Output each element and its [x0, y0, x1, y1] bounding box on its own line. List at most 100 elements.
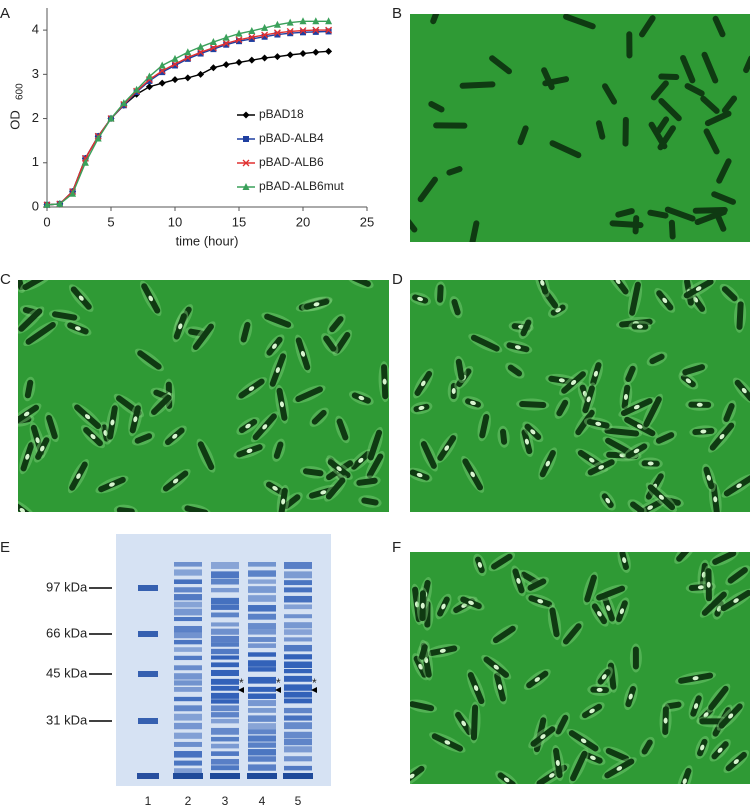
point [94, 134, 102, 142]
spore [281, 498, 286, 505]
spore [658, 494, 664, 500]
protein-band [211, 628, 239, 635]
protein-band [283, 773, 313, 779]
cell [325, 477, 346, 500]
cell [657, 125, 676, 151]
cell [302, 468, 324, 477]
protein-band [248, 643, 276, 648]
cell [424, 600, 431, 628]
cell [479, 413, 490, 439]
lane-label: 5 [295, 794, 302, 808]
panel-label: D [392, 271, 403, 288]
protein-band [174, 655, 202, 661]
protein-band [248, 637, 276, 642]
cell [459, 81, 496, 89]
protein-band [174, 639, 202, 645]
spore [549, 773, 555, 778]
cell [700, 95, 720, 114]
cell [329, 316, 344, 333]
spore [636, 324, 643, 329]
spore [540, 734, 546, 739]
spore [248, 386, 255, 391]
protein-band [174, 616, 202, 622]
spore [110, 419, 115, 426]
ladder-band [138, 631, 158, 637]
point [325, 26, 333, 34]
protein-band [211, 669, 239, 677]
protein-band [174, 680, 202, 686]
protein-band [174, 562, 202, 567]
spore [514, 345, 521, 350]
cell [682, 364, 706, 376]
point [171, 54, 179, 62]
y-axis-label: OD 600 [7, 83, 25, 130]
lane-label: 4 [259, 794, 266, 808]
spore [695, 286, 702, 291]
spore [696, 402, 703, 407]
protein-band [211, 743, 239, 749]
cell [455, 358, 465, 381]
protein-band [248, 652, 276, 657]
cell [520, 571, 540, 586]
point [146, 77, 153, 84]
protein-band [211, 597, 239, 605]
protein-band [248, 623, 276, 630]
spore [477, 561, 483, 568]
cell [500, 428, 508, 445]
protein-band [174, 673, 202, 680]
point [325, 17, 333, 25]
size-marker-label: 97 kDa [46, 579, 88, 594]
spore [596, 687, 603, 692]
cell [192, 323, 214, 350]
protein-band [211, 662, 239, 668]
y-label-sub: 600 [15, 83, 26, 100]
cell [712, 15, 726, 38]
cell [418, 644, 428, 660]
cell [428, 101, 445, 113]
spore [461, 720, 467, 727]
spore [693, 297, 699, 303]
protein-band [174, 732, 202, 739]
panel-label: A [0, 5, 10, 22]
spore [172, 478, 179, 484]
cell [527, 578, 547, 591]
point [261, 23, 269, 31]
cell [519, 401, 547, 409]
protein-band [174, 705, 202, 712]
point [171, 60, 179, 68]
protein-band [248, 629, 276, 635]
spore [90, 434, 96, 440]
cell [625, 365, 636, 382]
spore [313, 302, 320, 307]
spore [606, 605, 611, 611]
protein-band [211, 604, 239, 610]
spore [693, 703, 699, 709]
cell [555, 714, 569, 735]
spore [358, 395, 365, 401]
point [223, 41, 230, 48]
cell [489, 55, 512, 75]
cell [549, 140, 582, 159]
cell [22, 280, 53, 291]
protein-band [174, 569, 202, 576]
spore [682, 778, 687, 784]
point [209, 64, 217, 72]
size-marker-label: 31 kDa [46, 712, 88, 727]
point [299, 27, 307, 35]
point [184, 74, 192, 82]
spore [615, 280, 621, 285]
spore [103, 430, 108, 436]
spore [109, 482, 115, 487]
point [158, 79, 166, 87]
x-tick-label: 25 [360, 214, 374, 229]
spore [272, 343, 277, 349]
x-tick-label: 5 [107, 214, 114, 229]
protein-band [211, 635, 239, 643]
protein-band [174, 760, 202, 766]
cell [430, 14, 442, 25]
spore [470, 400, 476, 406]
spore [692, 676, 699, 681]
lane-label: 2 [185, 794, 192, 808]
y-tick-label: 3 [32, 66, 39, 81]
legend-label: pBAD-ALB6mut [259, 179, 344, 193]
